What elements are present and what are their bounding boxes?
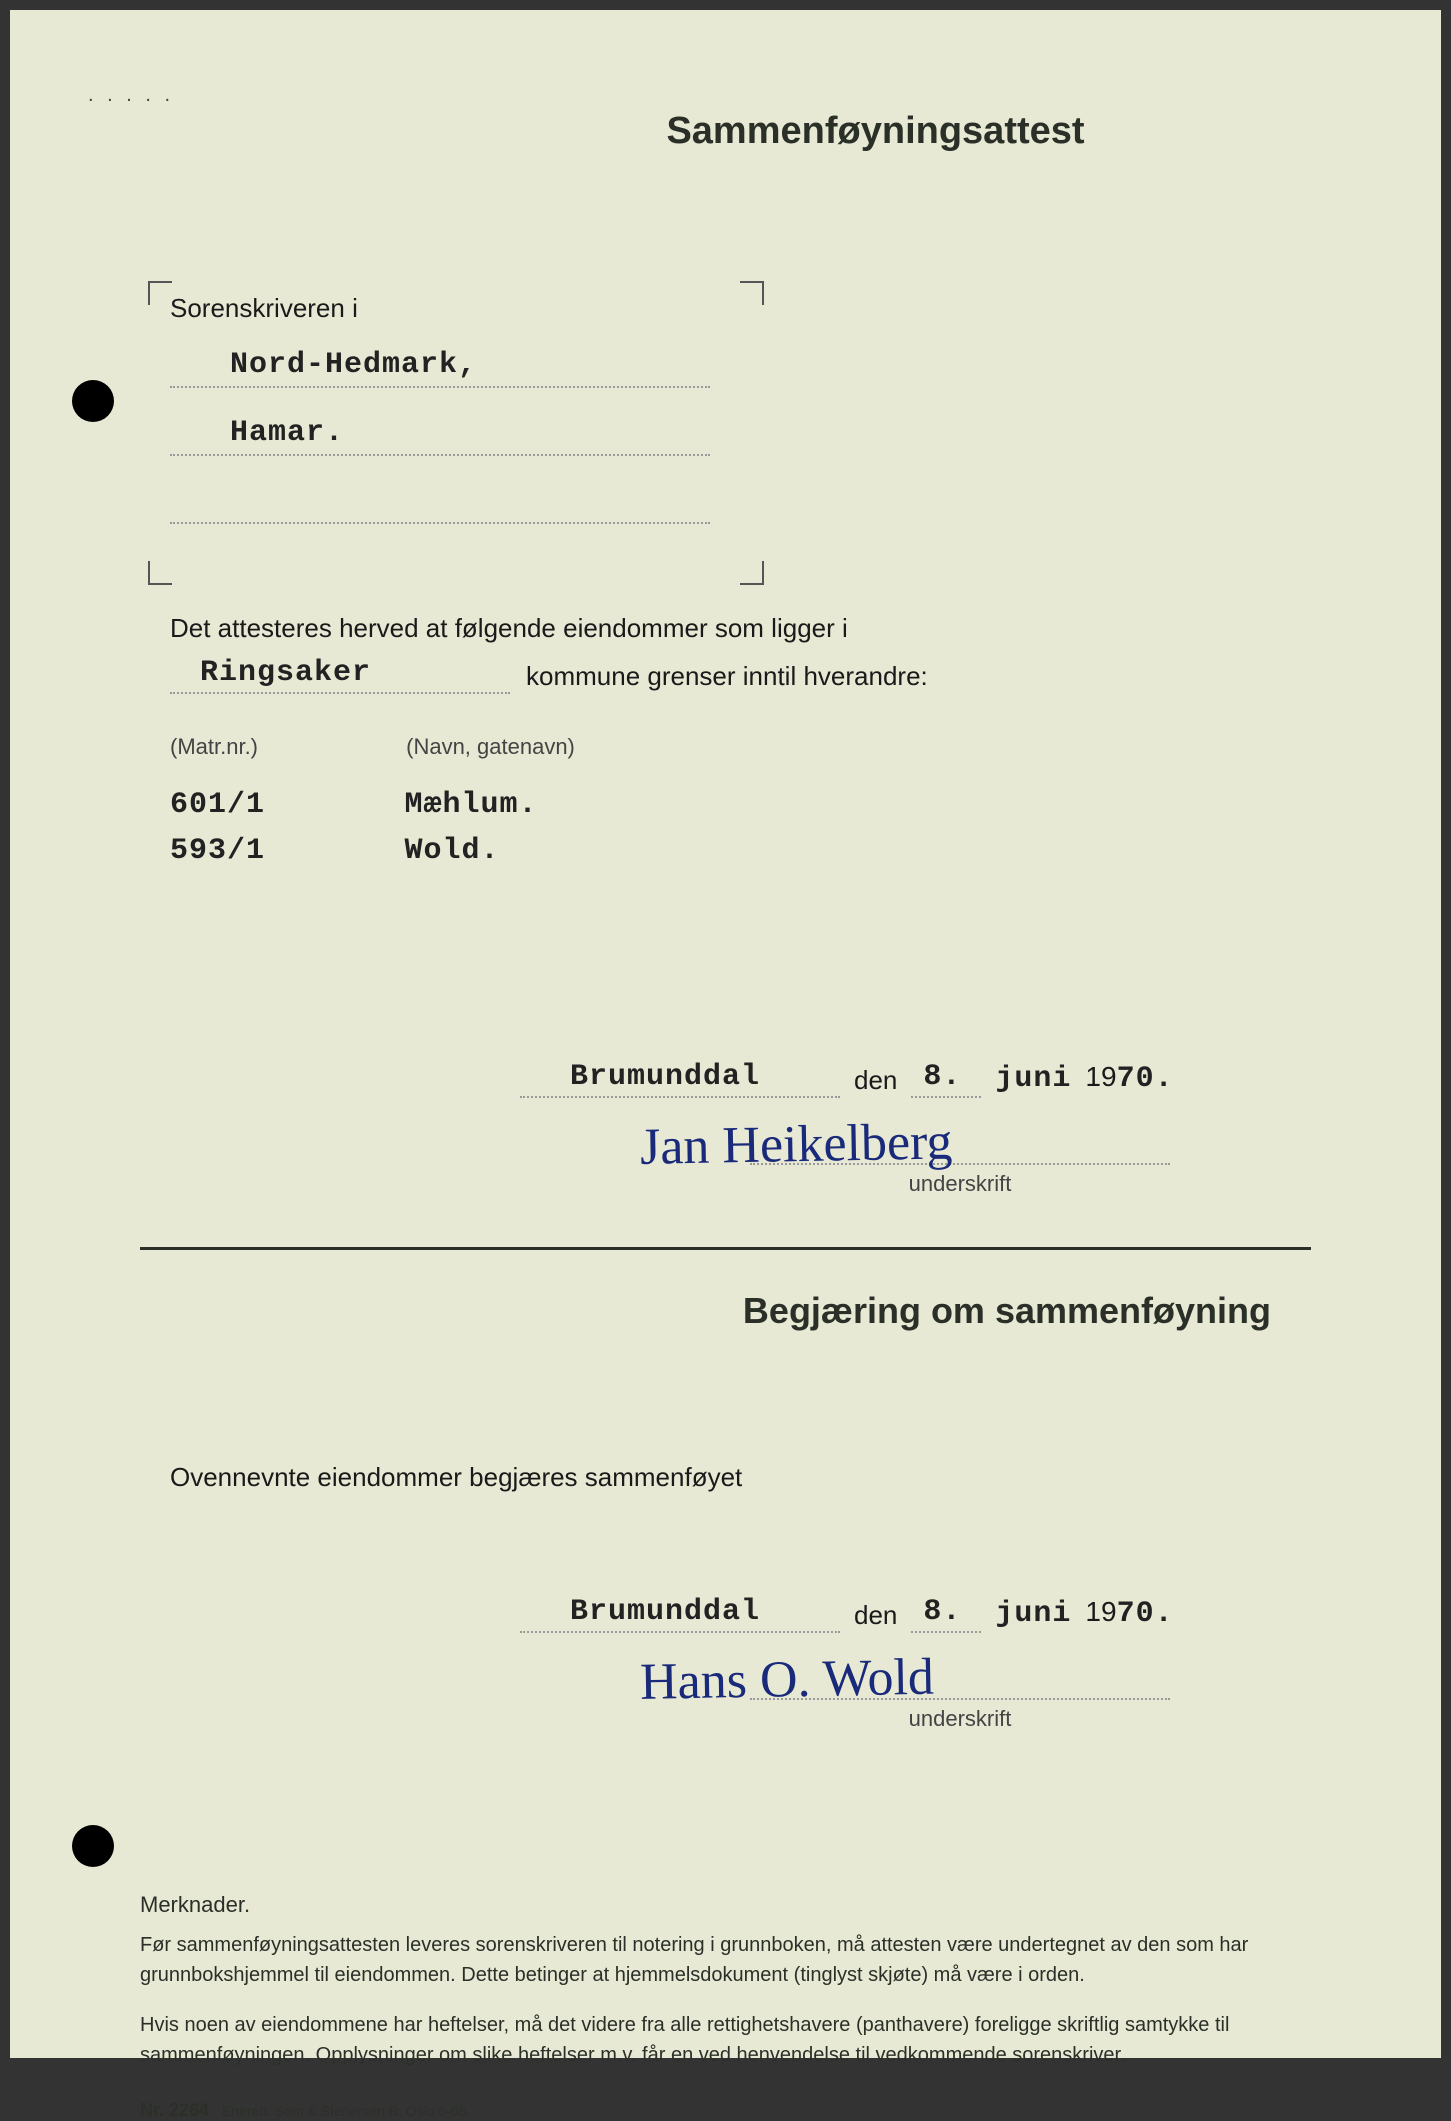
crop-mark-icon bbox=[148, 561, 172, 585]
address-line-2: Hamar. bbox=[170, 412, 710, 456]
property-matr: 601/1 bbox=[170, 788, 400, 822]
col-header-matr: (Matr.nr.) bbox=[170, 734, 400, 760]
sig-den-label: den bbox=[854, 1065, 897, 1098]
punch-hole-icon bbox=[72, 380, 114, 422]
signature-date-line: Brumunddal den 8. juni 1970. bbox=[520, 1058, 1311, 1098]
document-page: . . . . . Sammenføyningsattest Sorenskri… bbox=[10, 10, 1441, 2058]
sig-month: juni bbox=[995, 1061, 1071, 1098]
address-line-1: Nord-Hedmark, bbox=[170, 344, 710, 388]
form-number: Nr. 2264 bbox=[140, 2100, 209, 2120]
section-subtitle: Begjæring om sammenføyning bbox=[140, 1290, 1271, 1332]
address-block: Sorenskriveren i Nord-Hedmark, Hamar. bbox=[160, 293, 1311, 573]
property-row: 601/1 Mæhlum. bbox=[170, 788, 1311, 822]
sig-den-label: den bbox=[854, 1600, 897, 1633]
smudge-mark: . . . . . bbox=[88, 84, 174, 107]
attest-intro: Det attesteres herved at følgende eiendo… bbox=[170, 613, 1311, 644]
col-header-navn: (Navn, gatenavn) bbox=[406, 734, 575, 760]
document-title: Sammenføyningsattest bbox=[440, 110, 1311, 153]
sig-day-value: 8. bbox=[923, 1060, 961, 1094]
property-matr: 593/1 bbox=[170, 834, 400, 868]
kommune-field: Ringsaker bbox=[170, 654, 510, 694]
signature-caption: underskrift bbox=[750, 1706, 1170, 1732]
sig-place-value: Brumunddal bbox=[570, 1060, 760, 1094]
signature-handwriting: Hans O. Wold bbox=[640, 1641, 1312, 1712]
request-text: Ovennevnte eiendommer begjæres sammenføy… bbox=[170, 1462, 1311, 1493]
sig-year: 1970. bbox=[1085, 1596, 1173, 1633]
property-row: 593/1 Wold. bbox=[170, 834, 1311, 868]
notes-paragraph: Før sammenføyningsattesten leveres soren… bbox=[140, 1930, 1311, 1990]
sig-day-field: 8. bbox=[911, 1593, 981, 1633]
crop-mark-icon bbox=[148, 281, 172, 305]
signature-caption: underskrift bbox=[750, 1171, 1170, 1197]
signature-block-1: Brumunddal den 8. juni 1970. Jan Heikelb… bbox=[520, 1058, 1311, 1197]
sig-place-field: Brumunddal bbox=[520, 1058, 840, 1098]
sig-year: 1970. bbox=[1085, 1061, 1173, 1098]
kommune-value: Ringsaker bbox=[200, 656, 371, 690]
property-name: Wold. bbox=[404, 834, 499, 868]
sig-day-value: 8. bbox=[923, 1595, 961, 1629]
signature-handwriting: Jan Heikelberg bbox=[640, 1106, 1312, 1177]
property-col-headers: (Matr.nr.) (Navn, gatenavn) bbox=[170, 734, 1311, 760]
form-printer: Enerett: Sem & Stenersen B. Oslo 6-66. bbox=[222, 2103, 470, 2119]
signature-date-line: Brumunddal den 8. juni 1970. bbox=[520, 1593, 1311, 1633]
signature-block-2: Brumunddal den 8. juni 1970. Hans O. Wol… bbox=[520, 1593, 1311, 1732]
address-line-3 bbox=[170, 480, 710, 524]
crop-mark-icon bbox=[740, 281, 764, 305]
address-value-1: Nord-Hedmark, bbox=[230, 348, 477, 382]
form-number-line: Nr. 2264 Enerett: Sem & Stenersen B. Osl… bbox=[140, 2100, 1311, 2121]
sig-place-field: Brumunddal bbox=[520, 1593, 840, 1633]
notes-title: Merknader. bbox=[140, 1892, 1311, 1918]
punch-hole-icon bbox=[72, 1825, 114, 1867]
section-divider bbox=[140, 1247, 1311, 1250]
sig-place-value: Brumunddal bbox=[570, 1595, 760, 1629]
kommune-suffix: kommune grenser inntil hverandre: bbox=[526, 661, 928, 694]
sig-day-field: 8. bbox=[911, 1058, 981, 1098]
property-name: Mæhlum. bbox=[404, 788, 537, 822]
address-value-2: Hamar. bbox=[230, 416, 344, 450]
notes-paragraph: Hvis noen av eiendommene har heftelser, … bbox=[140, 2010, 1311, 2070]
kommune-line: Ringsaker kommune grenser inntil hverand… bbox=[170, 654, 1311, 694]
crop-mark-icon bbox=[740, 561, 764, 585]
sig-month: juni bbox=[995, 1596, 1071, 1633]
